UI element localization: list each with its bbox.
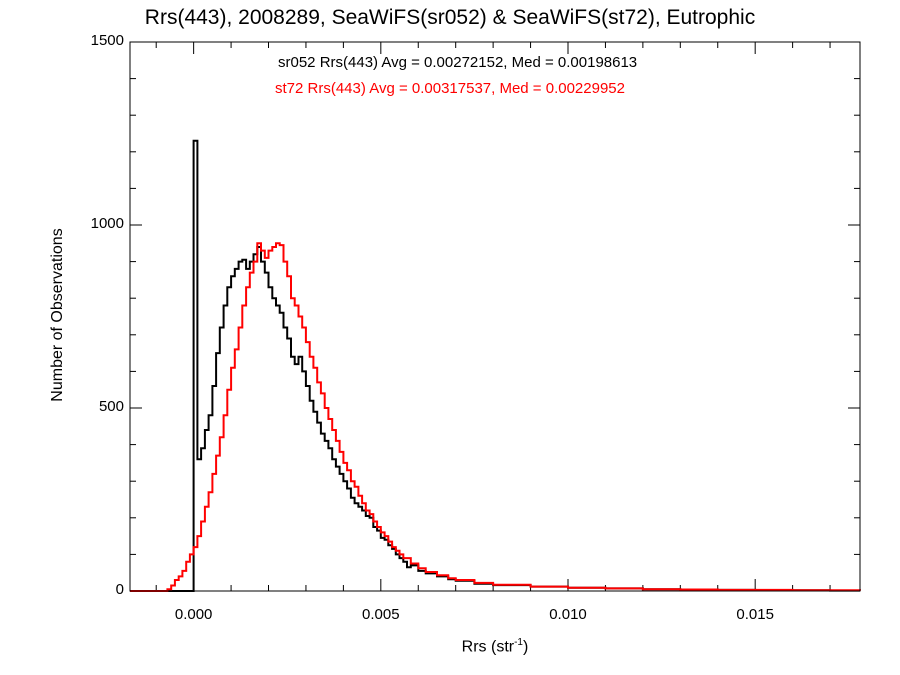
series-line-1 bbox=[130, 242, 861, 592]
x-axis-label-sup: -1 bbox=[514, 637, 524, 648]
y-tick-label: 0 bbox=[115, 581, 124, 598]
x-axis-label-main: Rrs (str bbox=[461, 638, 515, 656]
x-axis-label-close: ) bbox=[523, 638, 529, 656]
x-tick-label: 0.000 bbox=[174, 606, 213, 623]
plot-frame bbox=[129, 41, 861, 592]
x-tick-label: 0.015 bbox=[736, 606, 774, 623]
x-tick-label: 0.010 bbox=[549, 606, 587, 623]
y-tick-label: 500 bbox=[98, 398, 124, 415]
x-axis-label: Rrs (str-1) bbox=[462, 637, 529, 656]
series-layer bbox=[130, 139, 861, 592]
y-tick-label: 1500 bbox=[90, 32, 124, 49]
series-line-0 bbox=[130, 139, 860, 592]
y-axis-label: Number of Observations bbox=[49, 228, 66, 402]
chart-title: Rrs(443), 2008289, SeaWiFS(sr052) & SeaW… bbox=[144, 6, 756, 29]
annotation-sr052: sr052 Rrs(443) Avg = 0.00272152, Med = 0… bbox=[278, 54, 638, 71]
axis-ticks bbox=[130, 41, 860, 592]
x-tick-label: 0.005 bbox=[362, 606, 400, 623]
y-tick-label: 1000 bbox=[90, 215, 124, 232]
annotation-st72: st72 Rrs(443) Avg = 0.00317537, Med = 0.… bbox=[275, 80, 625, 97]
